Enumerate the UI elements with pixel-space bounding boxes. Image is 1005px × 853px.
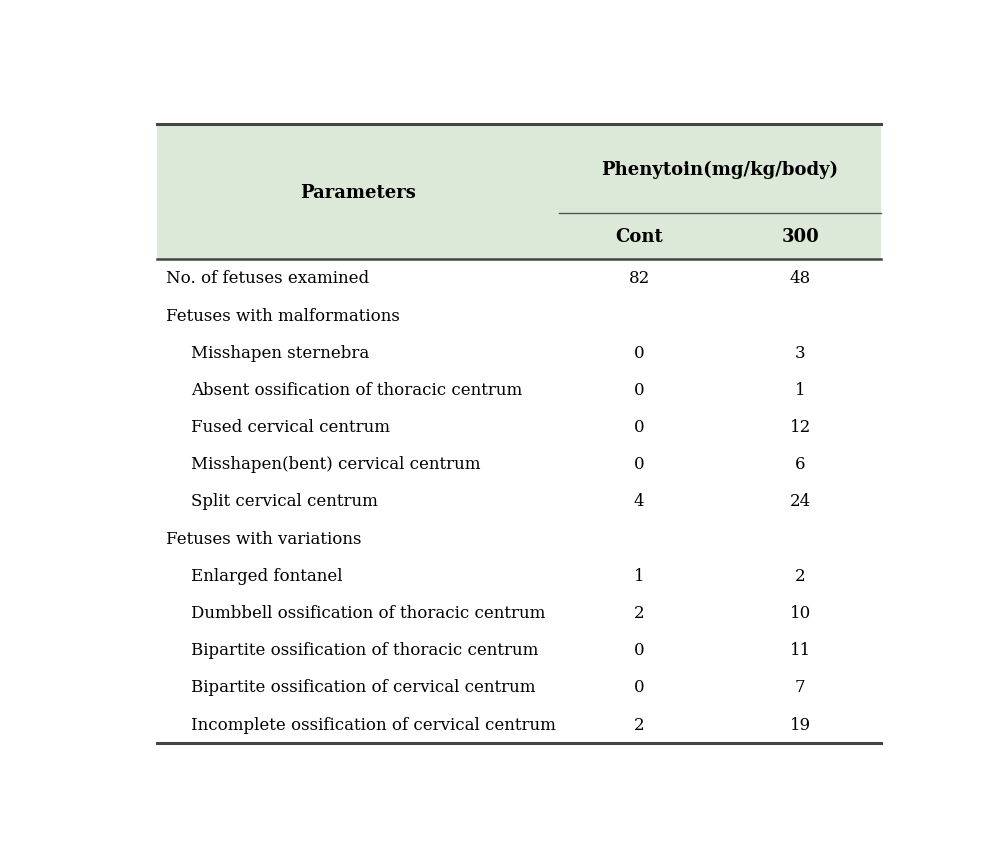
Text: Incomplete ossification of cervical centrum: Incomplete ossification of cervical cent…: [191, 716, 556, 733]
Text: 2: 2: [795, 567, 806, 584]
Text: Bipartite ossification of cervical centrum: Bipartite ossification of cervical centr…: [191, 678, 536, 695]
Text: 0: 0: [634, 456, 644, 473]
Text: 2: 2: [634, 716, 644, 733]
Text: Misshapen sternebra: Misshapen sternebra: [191, 345, 369, 362]
Text: 19: 19: [790, 716, 811, 733]
Text: Absent ossification of thoracic centrum: Absent ossification of thoracic centrum: [191, 381, 523, 398]
Text: Fetuses with malformations: Fetuses with malformations: [166, 307, 400, 324]
Text: 0: 0: [634, 419, 644, 436]
Text: 0: 0: [634, 381, 644, 398]
Text: 0: 0: [634, 345, 644, 362]
Text: 3: 3: [795, 345, 806, 362]
Text: Enlarged fontanel: Enlarged fontanel: [191, 567, 343, 584]
Text: 0: 0: [634, 641, 644, 659]
Text: 1: 1: [634, 567, 644, 584]
Text: Bipartite ossification of thoracic centrum: Bipartite ossification of thoracic centr…: [191, 641, 539, 659]
Text: Phenytoin(mg/kg/body): Phenytoin(mg/kg/body): [601, 160, 838, 179]
Text: 300: 300: [782, 228, 819, 246]
Text: 2: 2: [634, 604, 644, 621]
Text: Misshapen(bent) cervical centrum: Misshapen(bent) cervical centrum: [191, 456, 480, 473]
Text: 12: 12: [790, 419, 811, 436]
Text: 7: 7: [795, 678, 806, 695]
Bar: [157, 125, 881, 260]
Text: Cont: Cont: [615, 228, 663, 246]
Text: 82: 82: [628, 270, 650, 287]
Text: 1: 1: [795, 381, 806, 398]
Text: Split cervical centrum: Split cervical centrum: [191, 493, 378, 510]
Text: 0: 0: [634, 678, 644, 695]
Text: 10: 10: [790, 604, 811, 621]
Text: Fetuses with variations: Fetuses with variations: [166, 530, 362, 547]
Text: 24: 24: [790, 493, 811, 510]
Text: No. of fetuses examined: No. of fetuses examined: [166, 270, 369, 287]
Text: 48: 48: [790, 270, 811, 287]
Text: Dumbbell ossification of thoracic centrum: Dumbbell ossification of thoracic centru…: [191, 604, 546, 621]
Text: Parameters: Parameters: [299, 183, 416, 201]
Text: 11: 11: [790, 641, 811, 659]
Text: Fused cervical centrum: Fused cervical centrum: [191, 419, 390, 436]
Text: 4: 4: [634, 493, 644, 510]
Text: 6: 6: [795, 456, 806, 473]
